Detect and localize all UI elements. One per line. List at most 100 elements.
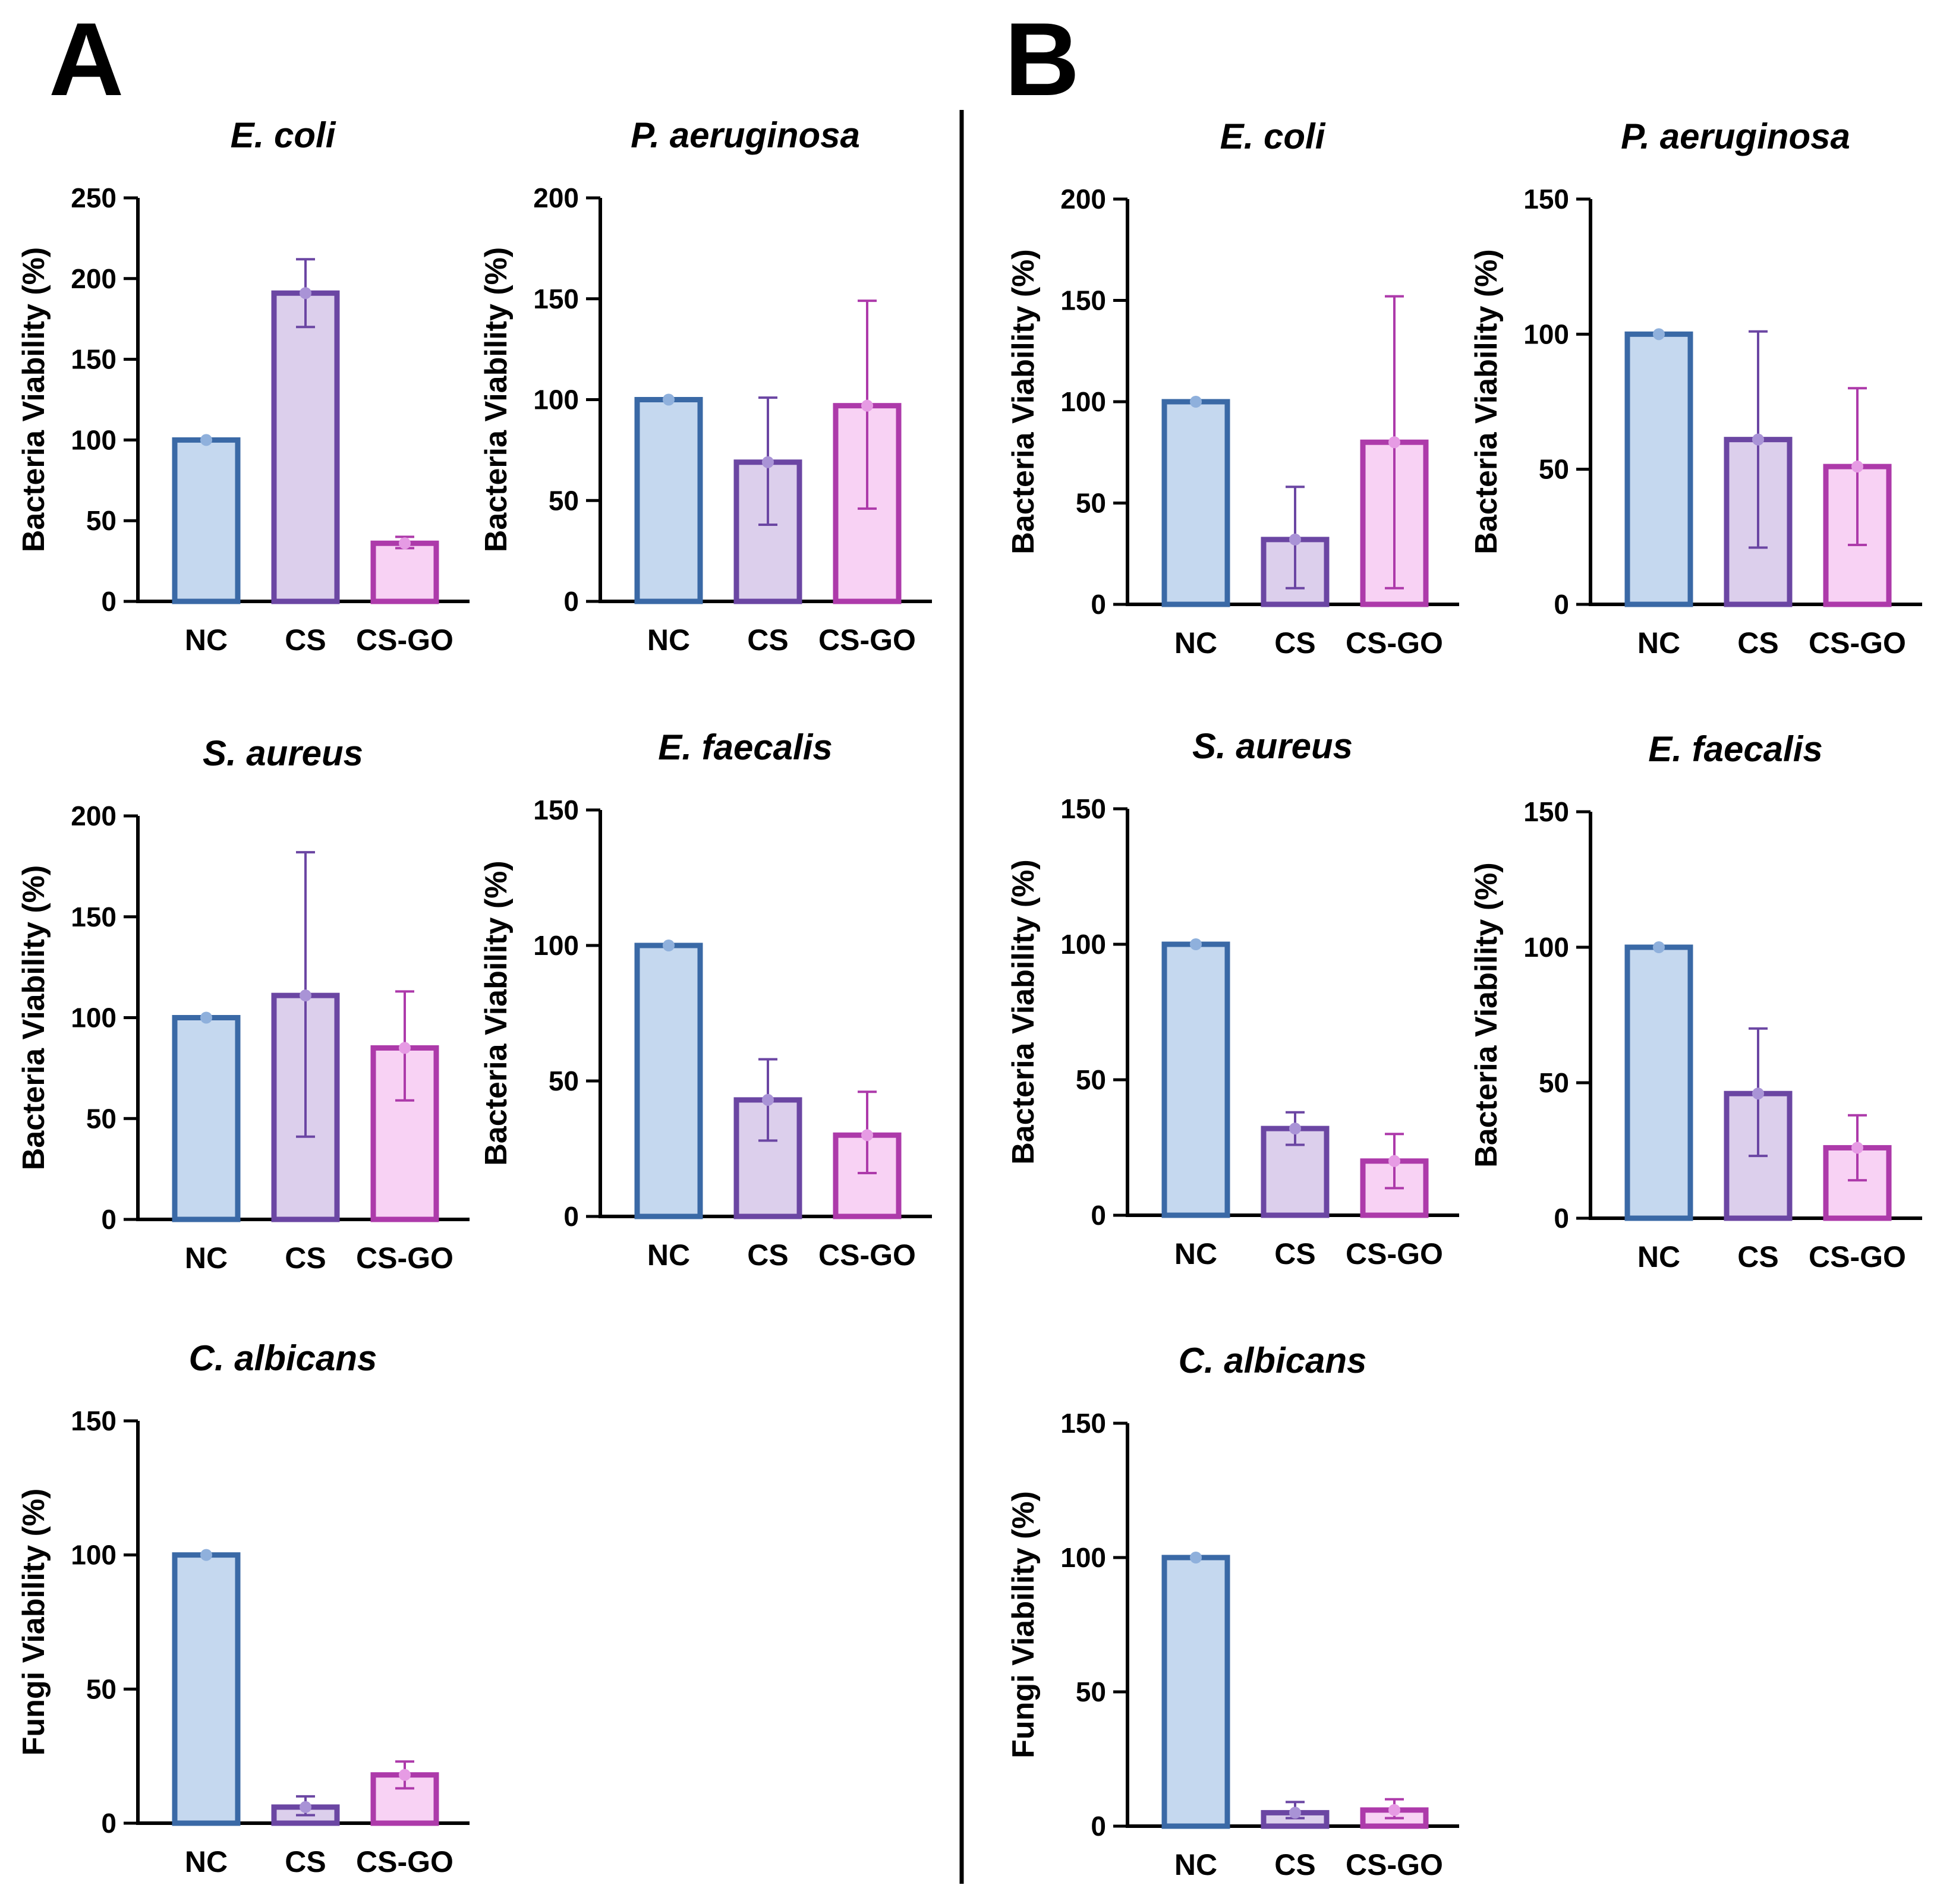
data-point: [663, 393, 675, 406]
y-axis-label: Fungi Viability (%): [1006, 1491, 1041, 1758]
x-tick-label: NC: [185, 623, 228, 657]
y-tick-label: 150: [533, 795, 579, 825]
chart-title: P. aeruginosa: [1621, 116, 1850, 156]
y-axis-label: Bacteria Viability (%): [1469, 249, 1504, 554]
y-axis-label: Bacteria Viability (%): [1469, 862, 1504, 1167]
bar-nc: [172, 1015, 241, 1222]
chart-2: S. aureus Bacteria Viability (%) 0 50 100 150…: [17, 733, 470, 1275]
chart-7: S. aureus Bacteria Viability (%) 0 50 100 150…: [1006, 726, 1459, 1271]
y-tick-label: 0: [563, 586, 579, 617]
x-tick-label: NC: [1637, 1240, 1680, 1273]
chart-title: E. coli: [231, 115, 336, 155]
y-tick-label: 0: [101, 586, 116, 617]
y-tick-label: 200: [1060, 184, 1106, 215]
bar-nc: [1161, 941, 1230, 1218]
x-tick-label: NC: [1637, 626, 1680, 660]
x-tick-label: CS-GO: [1346, 1848, 1443, 1881]
y-axis-label: Fungi Viability (%): [17, 1489, 51, 1756]
x-tick-label: NC: [647, 1238, 690, 1272]
y-tick-label: 0: [1554, 1203, 1569, 1234]
y-tick-label: 50: [549, 485, 579, 516]
panel-label-a: A: [49, 2, 124, 118]
chart-8: E. faecalis Bacteria Viability (%) 0 50 100 1…: [1469, 729, 1922, 1273]
chart-1: P. aeruginosa Bacteria Viability (%) 0 50 10…: [479, 115, 932, 657]
y-tick-label: 200: [71, 263, 116, 294]
y-axis-label: Bacteria Viability (%): [479, 860, 514, 1165]
data-point: [1190, 1552, 1202, 1563]
data-point: [861, 1129, 873, 1142]
data-point: [1752, 1087, 1764, 1100]
data-point: [1388, 1804, 1400, 1816]
data-point: [200, 1549, 212, 1561]
y-tick-label: 150: [1060, 285, 1106, 316]
data-point: [1289, 1123, 1301, 1135]
y-tick-label: 100: [1060, 929, 1106, 960]
y-tick-label: 100: [71, 1003, 116, 1033]
bar-nc: [172, 1552, 241, 1826]
chart-title: P. aeruginosa: [631, 115, 860, 155]
x-tick-label: CS: [1274, 1848, 1315, 1881]
bar-nc: [634, 397, 703, 604]
panel-label-b: B: [1004, 2, 1079, 118]
charts-group: E. coli Bacteria Viability (%) 0 50 100 150 20…: [17, 115, 1922, 1881]
data-point: [663, 940, 675, 951]
data-point: [399, 537, 411, 550]
y-tick-label: 100: [71, 424, 116, 455]
data-point: [1190, 396, 1202, 408]
y-tick-label: 150: [1523, 796, 1569, 827]
y-tick-label: 100: [1523, 932, 1569, 963]
x-tick-label: CS: [1274, 1237, 1315, 1271]
chart-title: E. faecalis: [1648, 729, 1823, 769]
y-tick-label: 50: [86, 1673, 116, 1704]
x-tick-label: CS: [285, 1845, 326, 1878]
y-tick-label: 150: [71, 344, 116, 375]
x-tick-label: CS: [747, 623, 788, 657]
data-point: [300, 1801, 311, 1813]
x-tick-label: CS: [1737, 626, 1778, 660]
bar-cs: [271, 290, 340, 604]
y-axis-label: Bacteria Viability (%): [1006, 249, 1041, 554]
y-tick-label: 150: [71, 901, 116, 932]
x-tick-label: CS-GO: [818, 623, 916, 657]
x-tick-label: CS-GO: [1346, 626, 1443, 660]
x-tick-label: CS-GO: [356, 1241, 453, 1275]
y-tick-label: 150: [71, 1405, 116, 1436]
data-point: [762, 1093, 774, 1106]
x-tick-label: NC: [185, 1241, 228, 1275]
y-tick-label: 100: [533, 384, 579, 415]
y-axis-label: Bacteria Viability (%): [1006, 859, 1041, 1164]
data-point: [1289, 533, 1301, 546]
y-tick-label: 100: [1060, 1542, 1106, 1573]
y-tick-label: 50: [549, 1066, 579, 1096]
chart-title: C. albicans: [189, 1338, 377, 1378]
data-point: [1388, 1155, 1400, 1167]
y-axis-label: Bacteria Viability (%): [479, 247, 514, 552]
x-tick-label: NC: [1174, 1237, 1217, 1271]
bar-nc: [1624, 944, 1693, 1221]
chart-title: E. faecalis: [658, 727, 833, 767]
data-point: [1388, 436, 1400, 449]
y-tick-label: 100: [1523, 319, 1569, 349]
bar-nc: [634, 942, 703, 1219]
y-tick-label: 50: [1076, 1676, 1106, 1707]
x-tick-label: CS-GO: [1809, 1240, 1906, 1273]
chart-title: C. albicans: [1179, 1341, 1367, 1380]
y-tick-label: 250: [71, 182, 116, 213]
y-axis-label: Bacteria Viability (%): [17, 247, 51, 552]
y-tick-label: 150: [1060, 793, 1106, 824]
y-tick-label: 100: [1060, 386, 1106, 417]
y-tick-label: 200: [533, 182, 579, 213]
x-tick-label: CS: [1274, 626, 1315, 660]
data-point: [1190, 938, 1202, 950]
data-point: [300, 989, 311, 1002]
x-tick-label: NC: [185, 1845, 228, 1878]
x-tick-label: CS-GO: [818, 1238, 916, 1272]
y-tick-label: 100: [533, 930, 579, 961]
data-point: [300, 287, 311, 300]
bar-nc: [1624, 331, 1693, 607]
y-tick-label: 0: [101, 1204, 116, 1235]
bar-cs-go: [370, 540, 439, 604]
chart-6: P. aeruginosa Bacteria Viability (%) 0 50 10…: [1469, 116, 1922, 660]
y-axis-label: Bacteria Viability (%): [17, 865, 51, 1170]
